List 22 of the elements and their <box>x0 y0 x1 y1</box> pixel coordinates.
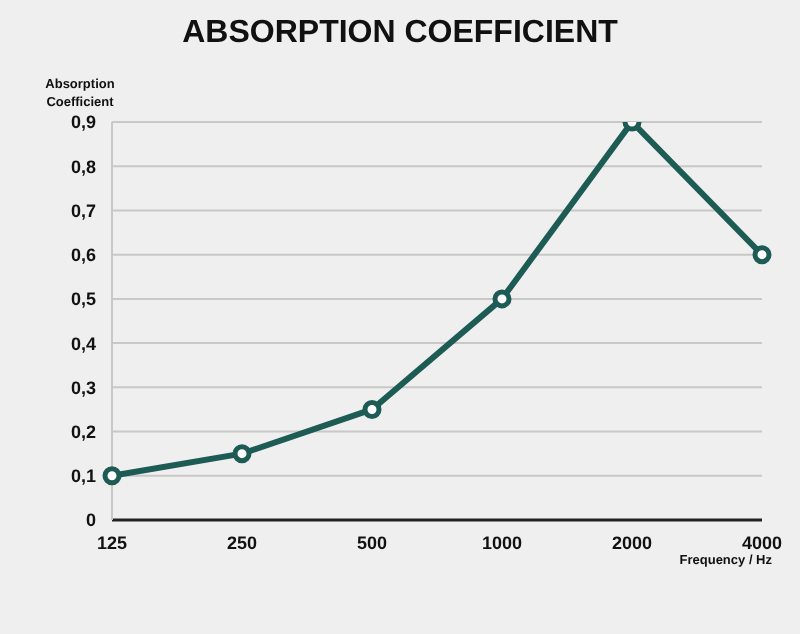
chart-title: ABSORPTION COEFFICIENT <box>180 16 620 52</box>
y-tick-label: 0,5 <box>70 289 96 310</box>
y-tick-label: 0,3 <box>70 377 96 398</box>
x-tick-label: 2000 <box>611 532 653 553</box>
y-tick-label: 0 <box>85 510 96 531</box>
x-tick-label: 1000 <box>481 532 523 553</box>
y-tick-label: 0,6 <box>70 245 96 266</box>
point <box>232 444 252 464</box>
x-tick-label: 4000 <box>741 532 783 553</box>
y-tick-label: 0,4 <box>70 333 96 354</box>
y-tick-label: 0,7 <box>70 200 96 221</box>
point <box>362 399 382 419</box>
point <box>102 466 122 486</box>
point <box>752 245 772 265</box>
x-tick-label: 500 <box>356 532 388 553</box>
x-tick-label: 250 <box>226 532 258 553</box>
y-tick-label: 0,2 <box>70 421 96 442</box>
y-tick-label: 0,1 <box>70 466 96 487</box>
point <box>492 289 512 309</box>
y-tick-label: 0,8 <box>70 156 96 177</box>
x-tick-label: 125 <box>96 532 128 553</box>
y-tick-label: 0,9 <box>70 112 96 133</box>
